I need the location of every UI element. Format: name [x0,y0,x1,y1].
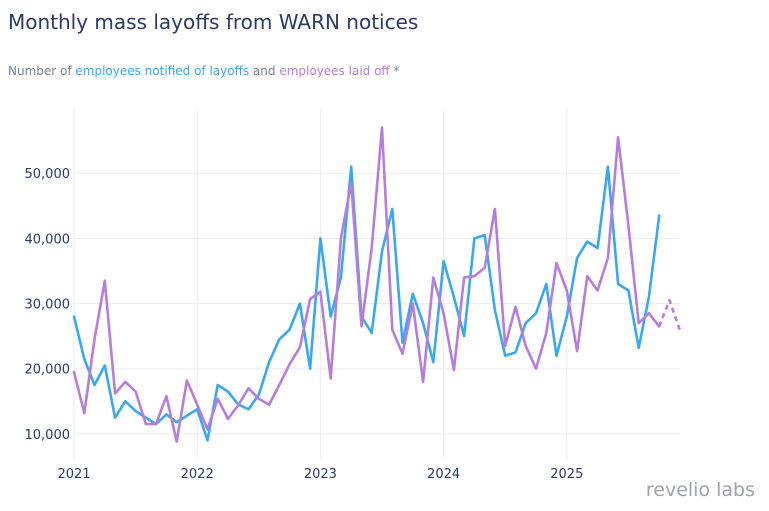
x-axis: 2021 2022 2023 2024 2025 [57,467,583,482]
y-tick-label: 30,000 [25,298,71,313]
revelio-labs-logo: revelio labs [645,479,755,501]
subtitle-suffix: * [389,64,400,78]
series-line-laid-off [72,126,661,443]
y-axis: 10,000 20,000 30,000 40,000 50,000 [25,167,71,443]
series-layer [72,126,681,443]
subtitle-middle: and [249,64,280,78]
subtitle-prefix: Number of [8,64,76,78]
x-tick-label: 2023 [304,467,337,482]
y-tick-label: 40,000 [25,232,71,247]
x-tick-label: 2021 [57,467,90,482]
x-tick-label: 2025 [550,467,583,482]
chart-subtitle: Number of employees notified of layoffs … [8,64,400,78]
x-tick-label: 2024 [427,467,460,482]
y-tick-label: 10,000 [25,428,71,443]
legend-laid-off-label: employees laid off [279,64,390,78]
chart-title: Monthly mass layoffs from WARN notices [8,10,419,34]
y-tick-label: 20,000 [25,363,71,378]
legend-notified-label: employees notified of layoffs [75,64,250,78]
x-tick-label: 2022 [181,467,214,482]
series-line-laid-off-projected [657,299,681,331]
y-tick-label: 50,000 [25,167,71,182]
